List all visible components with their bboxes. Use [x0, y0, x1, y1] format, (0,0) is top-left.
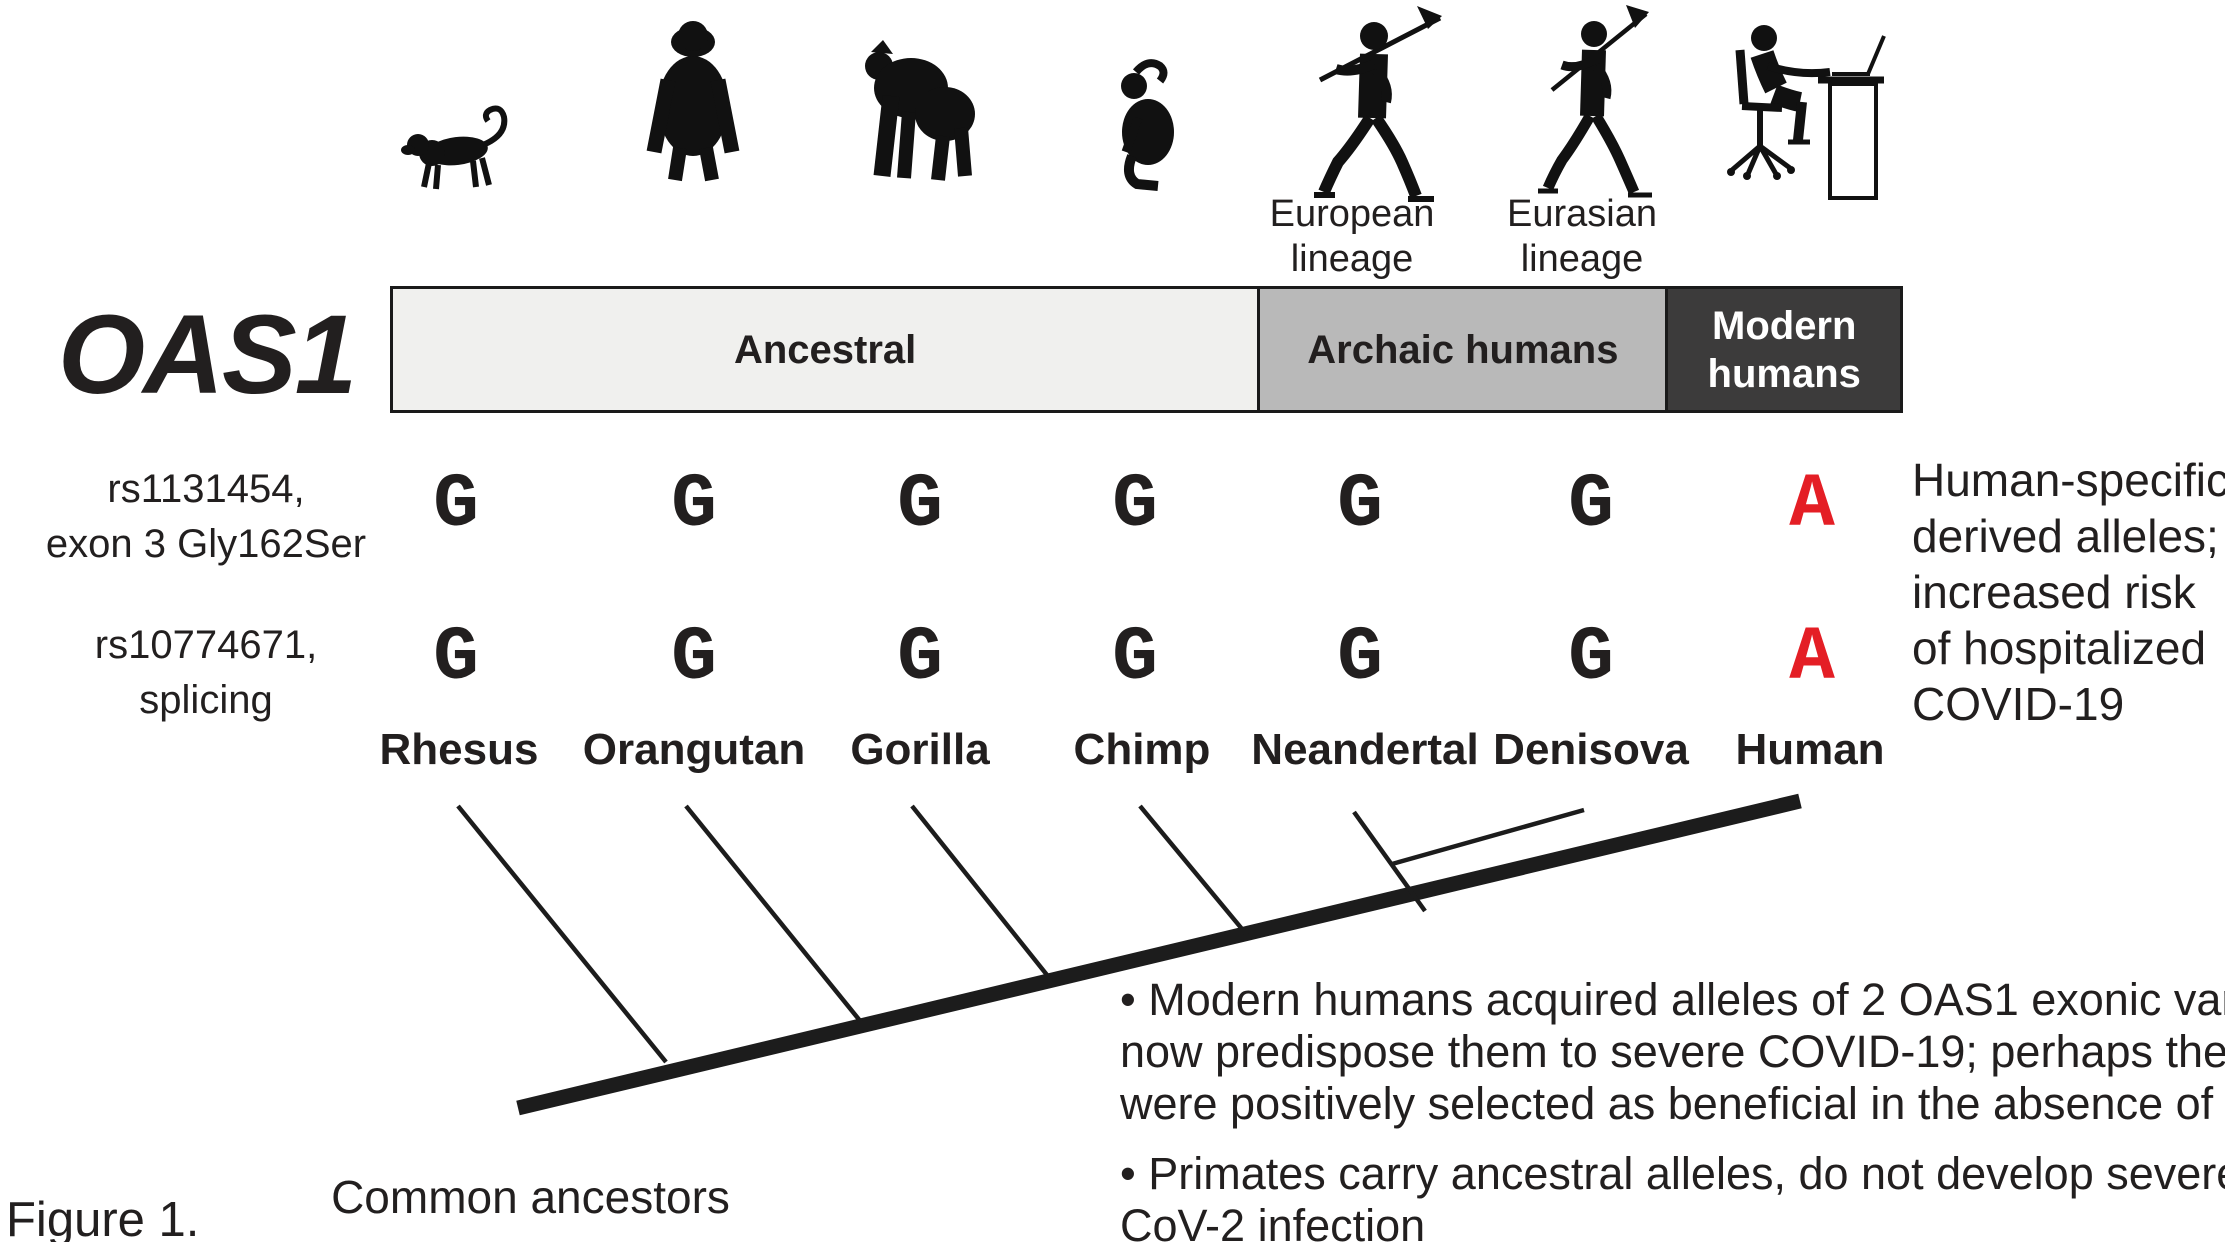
tree-branch-denisova: [1391, 807, 1585, 867]
allele-era-bar: Ancestral Archaic humans Modern humans: [390, 286, 1903, 413]
bullet-line: now predispose them to severe COVID-19; …: [1120, 1026, 2225, 1077]
note-line: of hospitalized: [1912, 622, 2207, 674]
species-name-denisova: Denisova: [1493, 725, 1689, 774]
eurasian-lineage-label: Eurasian lineage: [1507, 193, 1657, 280]
variant-row2-id: rs10774671,: [94, 623, 318, 667]
common-ancestors-label: Common ancestors: [331, 1171, 730, 1223]
variant-row1-id: rs1131454,: [107, 467, 305, 511]
neandertal-with-spear-icon: [1314, 6, 1442, 202]
allele-row2-denisova: G: [1568, 615, 1614, 701]
rhesus-monkey-icon: [401, 105, 508, 190]
tree-branch-neandertal: [1352, 810, 1427, 913]
bullet-line: • Modern humans acquired alleles of 2 OA…: [1120, 974, 2225, 1025]
allele-row2-chimp: G: [1112, 615, 1158, 701]
note-line: Human-specific: [1912, 454, 2225, 506]
allele-row1-neandertal: G: [1337, 462, 1383, 548]
european-lineage-label: European lineage: [1269, 193, 1435, 280]
variant-row1-label: rs1131454, exon 3 Gly162Ser: [0, 462, 412, 572]
species-name-gorilla: Gorilla: [850, 725, 990, 774]
allele-row2-orangutan: G: [671, 615, 717, 701]
tree-branch-gorilla: [910, 804, 1053, 982]
species-name-chimp: Chimp: [1073, 725, 1211, 774]
allele-row2-neandertal: G: [1337, 615, 1383, 701]
allele-row1-human: A: [1789, 462, 1835, 548]
species-name-rhesus: Rhesus: [379, 725, 539, 774]
bullet-line: were positively selected as beneficial i…: [1120, 1078, 2225, 1129]
summary-bullets: • Modern humans acquired alleles of 2 OA…: [1120, 974, 2225, 1242]
denisova-with-spear-icon: [1538, 5, 1652, 198]
note-line: increased risk: [1912, 566, 2196, 618]
variant-row1-desc: exon 3 Gly162Ser: [45, 522, 367, 566]
bar-segment-ancestral: Ancestral: [393, 289, 1258, 410]
bullet-modern-humans: • Modern humans acquired alleles of 2 OA…: [1120, 974, 2225, 1130]
allele-row1-orangutan: G: [671, 462, 717, 548]
allele-row2-human: A: [1789, 615, 1835, 701]
variant-row2-desc: splicing: [139, 678, 273, 722]
human-specific-alleles-note: Human-specific derived alleles; increase…: [1912, 452, 2225, 732]
tree-trunk-line: [516, 793, 1802, 1116]
species-name-neandertal: Neandertal: [1251, 725, 1479, 774]
allele-row1-gorilla: G: [897, 462, 943, 548]
allele-row1-denisova: G: [1568, 462, 1614, 548]
variant-row2-label: rs10774671, splicing: [0, 618, 412, 728]
allele-row2-rhesus: G: [433, 615, 479, 701]
species-name-human: Human: [1735, 725, 1885, 774]
species-name-orangutan: Orangutan: [582, 725, 806, 774]
bar-segment-archaic-humans: Archaic humans: [1257, 289, 1666, 410]
allele-row1-chimp: G: [1112, 462, 1158, 548]
bullet-line: • Primates carry ancestral alleles, do n…: [1120, 1148, 2225, 1199]
note-line: derived alleles;: [1912, 510, 2219, 562]
orangutan-icon: [646, 21, 740, 182]
tree-branch-orangutan: [684, 804, 863, 1024]
bullet-primates: • Primates carry ancestral alleles, do n…: [1120, 1148, 2225, 1242]
note-line: COVID-19: [1912, 678, 2125, 730]
bar-segment-modern-humans: Modern humans: [1665, 289, 1900, 410]
bullet-line: CoV-2 infection: [1120, 1200, 1426, 1242]
allele-row1-rhesus: G: [433, 462, 479, 548]
gorilla-icon: [865, 40, 975, 181]
tree-branch-rhesus: [456, 804, 668, 1064]
modern-human-at-desk-icon: [1727, 25, 1886, 200]
figure-number-label: Figure 1.: [6, 1193, 200, 1242]
allele-row2-gorilla: G: [897, 615, 943, 701]
gene-title: OAS1: [58, 292, 357, 417]
tree-branch-chimp: [1138, 804, 1249, 937]
chimp-icon: [1121, 59, 1174, 191]
